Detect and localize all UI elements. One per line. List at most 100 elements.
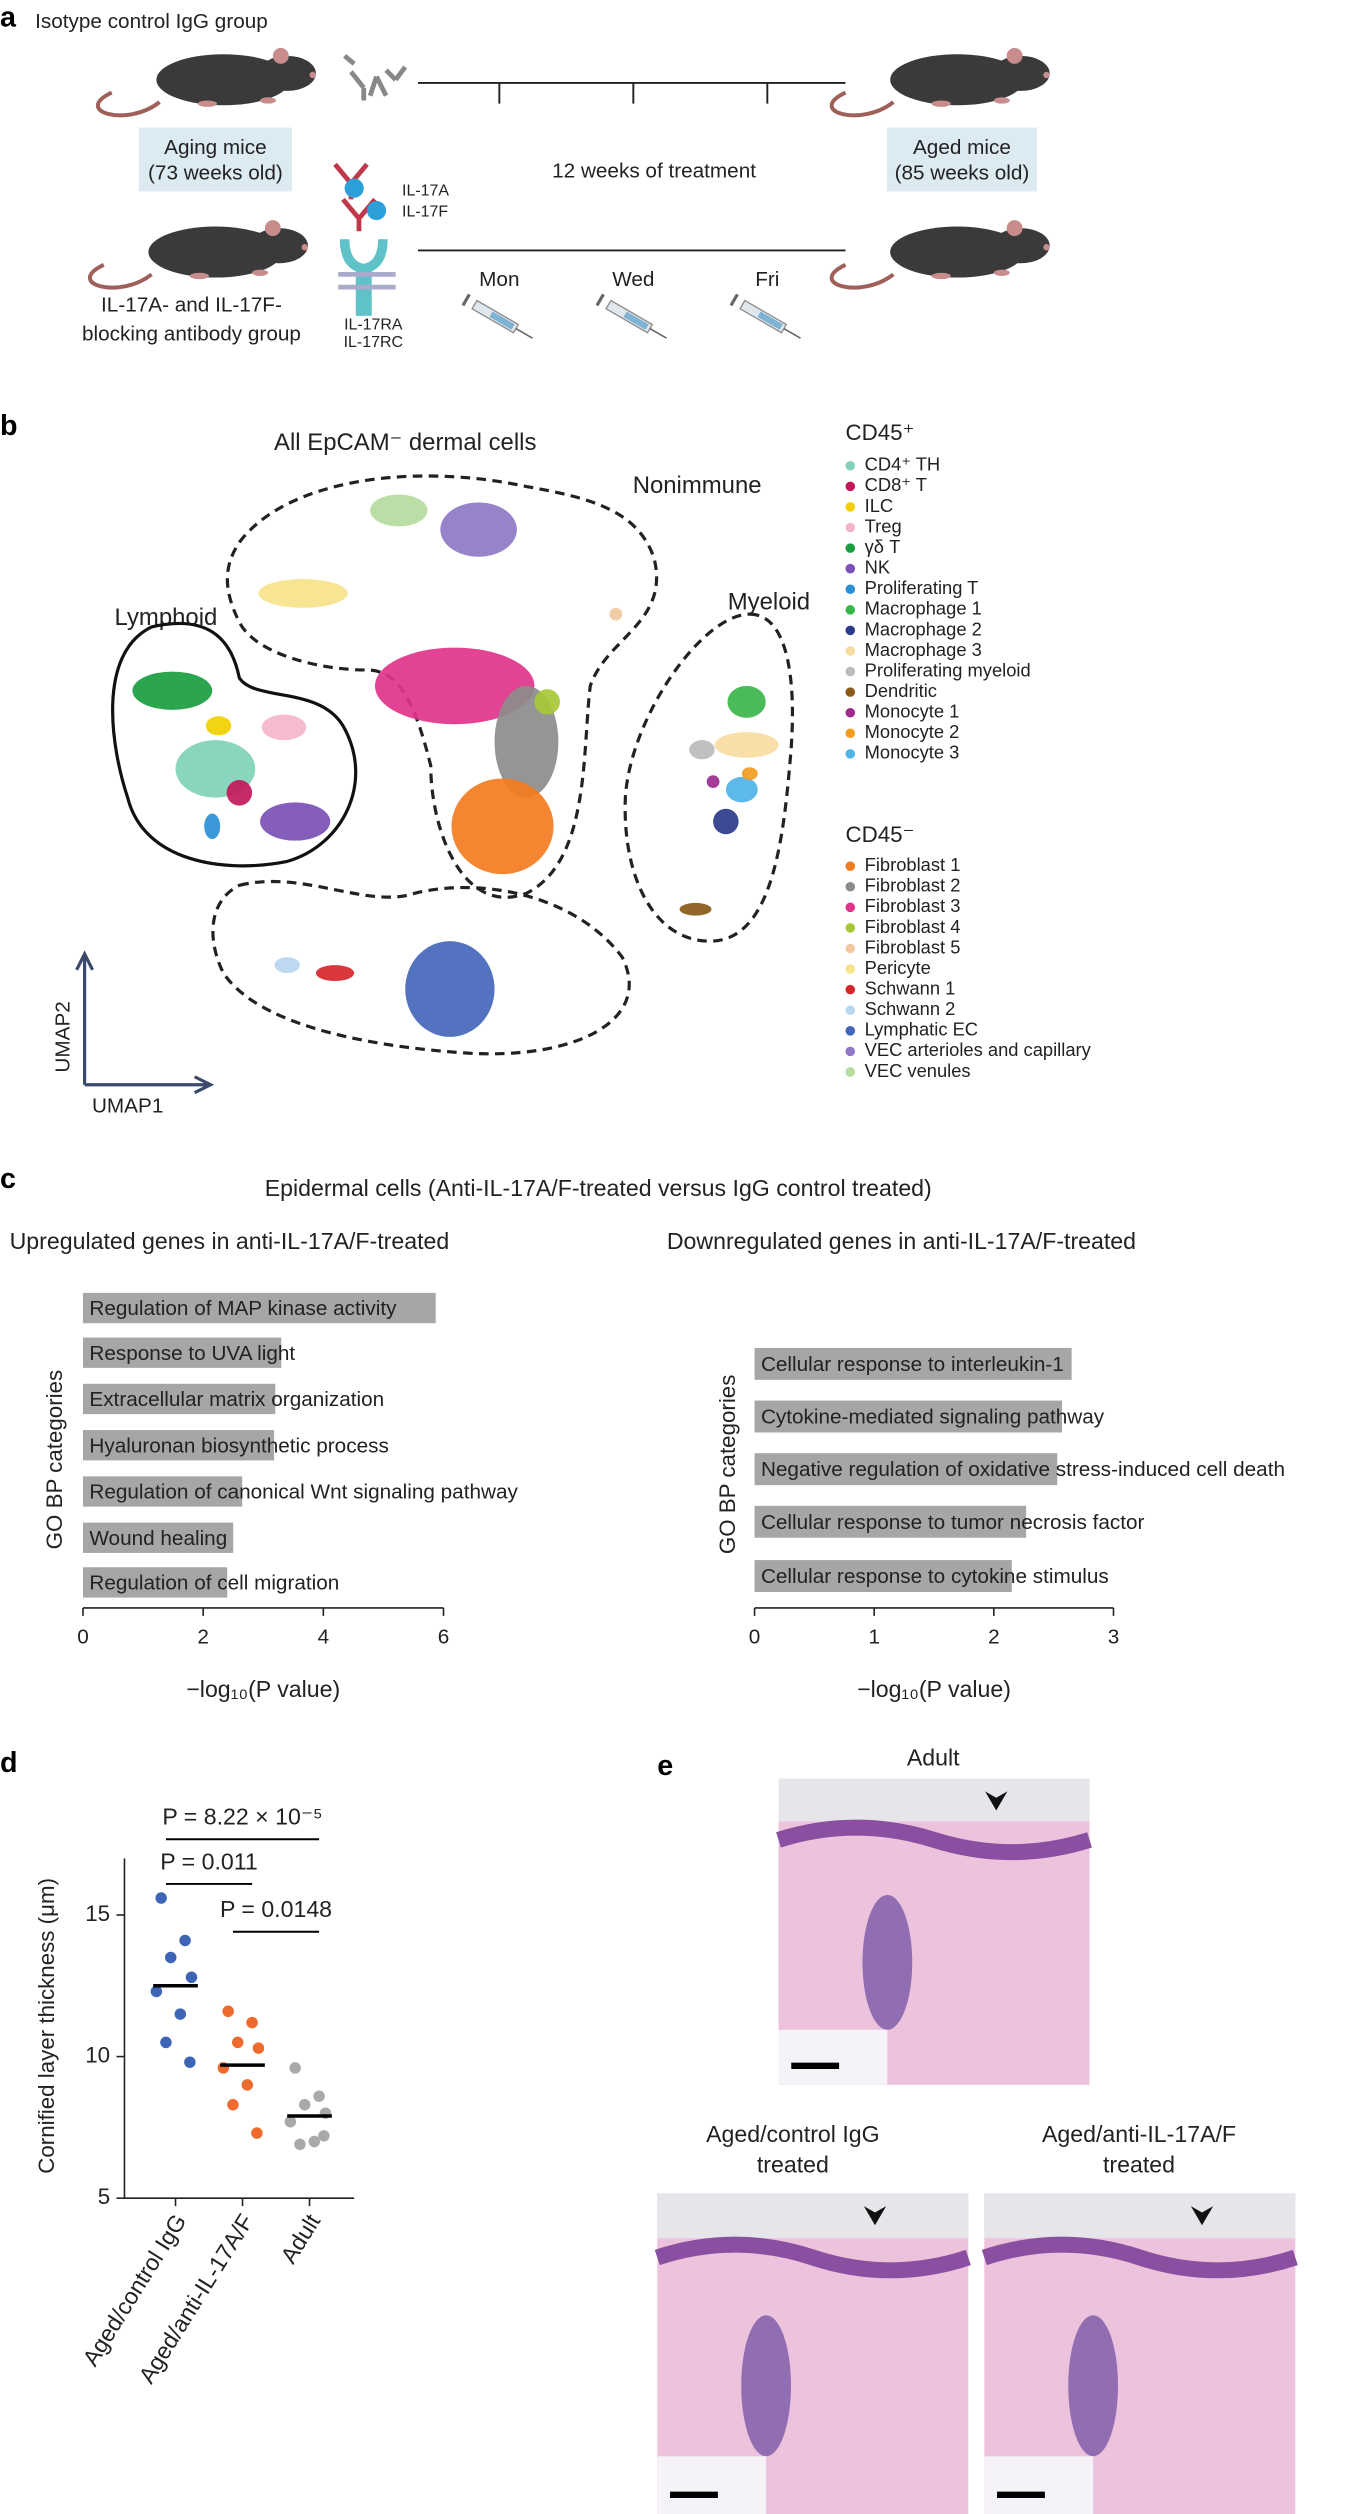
- group-label: IL-17A- and IL-17F-: [101, 294, 282, 317]
- cell-cluster: [725, 776, 758, 803]
- legend-swatch: [845, 1026, 856, 1036]
- cell-cluster: [609, 607, 623, 621]
- panel-e: e Adult Aged/control IgG treated Aged/anti-…: [654, 1745, 1298, 2514]
- data-point: [155, 1892, 167, 1904]
- box-text: (73 weeks old): [148, 161, 283, 184]
- legend-item: Fibroblast 4: [865, 916, 961, 937]
- x-axis-label: −log₁₀(P value): [186, 1676, 340, 1702]
- data-point: [185, 1971, 198, 1984]
- cell-cluster: [374, 647, 535, 725]
- data-point: [289, 2062, 301, 2074]
- legend-item: NK: [865, 557, 891, 578]
- legend-swatch: [845, 728, 856, 739]
- legend-swatch: [845, 749, 856, 759]
- legend-item: Macrophage 1: [865, 598, 982, 619]
- panel-label: b: [0, 410, 18, 442]
- epidermis: [654, 2236, 971, 2279]
- y-axis-label: GO BP categories: [715, 1375, 740, 1555]
- legend-item: Proliferating T: [865, 577, 979, 598]
- region-label: Nonimmune: [633, 472, 762, 499]
- legend-swatch: [845, 646, 856, 656]
- syringe: [461, 292, 538, 346]
- cytokine-label: IL-17F: [402, 203, 448, 220]
- hair-follicle: [862, 1895, 913, 2030]
- legend-item: Treg: [865, 515, 902, 536]
- y-tick-label: 5: [98, 2184, 110, 2209]
- legend-item: γδ T: [865, 536, 901, 557]
- panel-label: c: [0, 1163, 16, 1195]
- data-point: [184, 2056, 196, 2068]
- label-box: [138, 127, 292, 192]
- data-point: [251, 2127, 263, 2139]
- region-outline: [211, 879, 631, 1056]
- legend-swatch: [845, 584, 856, 595]
- blocking-icon: [333, 162, 396, 316]
- cell-cluster: [451, 778, 554, 875]
- fat-tissue: [778, 2029, 888, 2085]
- bar: [754, 1400, 1063, 1433]
- image-title: treated: [757, 2151, 829, 2177]
- receptor-label: IL-17RA: [344, 317, 403, 334]
- syringe: [729, 292, 806, 346]
- legend-swatch: [845, 1005, 856, 1016]
- legend-header: CD45⁻: [845, 822, 914, 847]
- x-tick-label: 3: [1108, 1626, 1120, 1649]
- legend-item: Dendritic: [865, 680, 937, 701]
- day-label: Mon: [479, 268, 519, 291]
- bar: [82, 1476, 243, 1507]
- label-box: [886, 127, 1037, 192]
- panel-title: Epidermal cells (Anti-IL-17A/F-treated v…: [265, 1175, 932, 1201]
- image-title: Adult: [907, 1745, 960, 1771]
- p-value: P = 0.0148: [220, 1896, 332, 1922]
- legend-swatch: [845, 522, 856, 533]
- image-background: [657, 2193, 969, 2239]
- category-label: Negative regulation of oxidative stress-…: [761, 1458, 1285, 1481]
- data-point: [294, 2138, 306, 2151]
- umap-title: All EpCAM⁻ dermal cells: [274, 429, 536, 456]
- chart-title: Downregulated genes in anti-IL-17A/F-tre…: [667, 1228, 1136, 1254]
- x-tick-label: 6: [438, 1626, 450, 1649]
- timeline-ticks: [498, 82, 769, 104]
- bar: [754, 1560, 1012, 1592]
- cell-cluster: [370, 494, 428, 527]
- day-label: Fri: [755, 268, 779, 291]
- legend-swatch: [845, 923, 856, 933]
- cell-cluster: [534, 689, 560, 715]
- cell-cluster: [205, 716, 232, 736]
- axis-label: UMAP2: [51, 1001, 74, 1072]
- region-label: Myeloid: [728, 588, 810, 615]
- cytokine-label: IL-17A: [402, 183, 449, 200]
- cell-cluster: [226, 780, 253, 806]
- category-label: Cytokine-mediated signaling pathway: [761, 1406, 1105, 1429]
- data-point: [174, 2008, 187, 2020]
- category-label: Hyaluronan biosynthetic process: [89, 1434, 388, 1457]
- panel-label: a: [0, 2, 17, 34]
- cell-cluster: [405, 941, 495, 1037]
- fat-tissue: [657, 2456, 767, 2514]
- x-tick-label: 1: [868, 1626, 880, 1649]
- y-tick-label: 15: [85, 1901, 110, 1926]
- cell-cluster: [727, 685, 766, 718]
- category-label: Response to UVA light: [89, 1342, 295, 1365]
- category-label: Regulation of canonical Wnt signaling pa…: [89, 1481, 518, 1504]
- category-label: Regulation of cell migration: [89, 1571, 339, 1594]
- data-point: [252, 2042, 265, 2054]
- data-point: [246, 2016, 258, 2029]
- x-tick-label: 0: [749, 1626, 761, 1649]
- legend-item: VEC venules: [865, 1060, 971, 1081]
- legend-swatch: [845, 1046, 856, 1057]
- p-value: P = 8.22 × 10⁻⁵: [162, 1804, 322, 1830]
- data-point: [318, 2130, 330, 2142]
- data-point: [160, 2036, 172, 2049]
- legend-swatch: [845, 964, 856, 974]
- data-point: [298, 2098, 311, 2111]
- legend-item: ILC: [865, 495, 894, 516]
- legend-swatch: [845, 707, 856, 718]
- image-background: [778, 1778, 1090, 1822]
- cell-cluster: [261, 714, 307, 741]
- panel-b: b All EpCAM⁻ dermal cells Nonimmune Lymp…: [0, 410, 1092, 1117]
- legend-swatch: [845, 1067, 856, 1077]
- arrowhead: [1190, 2206, 1214, 2226]
- panel-label: e: [657, 1750, 673, 1782]
